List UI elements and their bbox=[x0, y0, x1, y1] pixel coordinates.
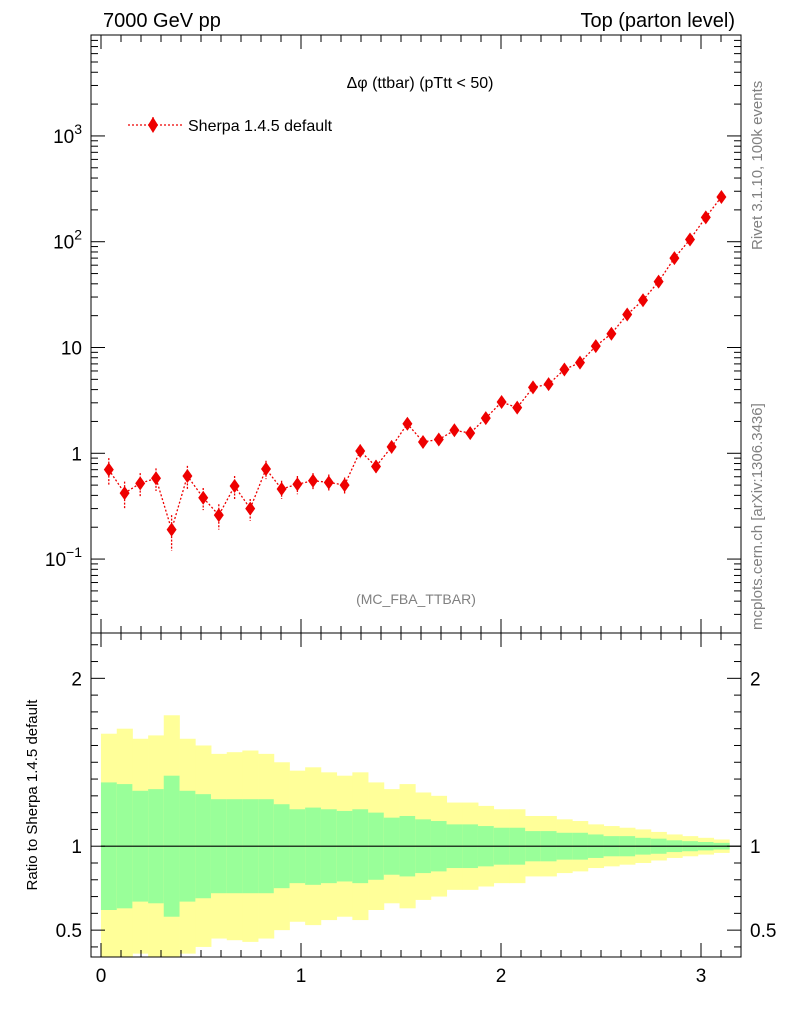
series-point bbox=[512, 400, 523, 415]
series-line bbox=[108, 196, 722, 532]
series-point bbox=[559, 362, 570, 377]
main-ytick-label: 10−1 bbox=[45, 544, 82, 571]
ratio-ytick-label-left: 2 bbox=[71, 669, 82, 690]
series-point bbox=[402, 416, 413, 431]
series-point bbox=[433, 432, 444, 447]
ratio-frame bbox=[90, 632, 742, 958]
legend-marker bbox=[148, 117, 158, 133]
rivet-label: Rivet 3.1.10, 100k events bbox=[749, 81, 766, 250]
ratio-ytick-label-right: 0.5 bbox=[750, 921, 776, 942]
series-point bbox=[465, 426, 476, 441]
series-point bbox=[119, 486, 130, 501]
series-point bbox=[229, 479, 240, 494]
series-point bbox=[213, 508, 224, 523]
series-point bbox=[261, 462, 271, 477]
series-point bbox=[669, 251, 680, 266]
series-point bbox=[622, 307, 633, 322]
series-point bbox=[590, 339, 601, 354]
legend-entry: Sherpa 1.4.5 default bbox=[188, 118, 333, 135]
series-point bbox=[528, 380, 538, 395]
series-point bbox=[685, 232, 695, 247]
ratio-bands-layer bbox=[100, 715, 741, 957]
series-point bbox=[355, 444, 366, 459]
series-point bbox=[198, 490, 209, 505]
series-point bbox=[323, 475, 334, 490]
series-point bbox=[575, 355, 585, 370]
main-ytick-label: 1 bbox=[71, 444, 82, 465]
ratio-ytick-label-right: 1 bbox=[750, 837, 761, 858]
main-series-layer bbox=[103, 189, 727, 551]
series-point bbox=[418, 434, 428, 449]
series-point bbox=[496, 395, 507, 410]
main-ytick-label: 103 bbox=[53, 121, 82, 148]
main-ytick-label: 10 bbox=[61, 339, 82, 360]
series-point bbox=[543, 377, 554, 392]
series-point bbox=[245, 501, 256, 516]
analysis-label: (MC_FBA_TTBAR) bbox=[356, 591, 476, 607]
series-point bbox=[386, 439, 397, 454]
series-point bbox=[700, 210, 711, 225]
ratio-xtick-label: 0 bbox=[96, 966, 107, 987]
header-right-label: Top (parton level) bbox=[580, 10, 735, 32]
series-point bbox=[276, 481, 287, 496]
ratio-xtick-label: 2 bbox=[496, 966, 507, 987]
series-point bbox=[308, 473, 318, 488]
ratio-xtick-label: 1 bbox=[296, 966, 307, 987]
series-point bbox=[135, 476, 146, 491]
series-point bbox=[480, 411, 491, 426]
series-point bbox=[371, 459, 381, 474]
series-point bbox=[182, 468, 193, 483]
header-left-label: 7000 GeV pp bbox=[103, 10, 221, 32]
ratio-ytick-label-left: 0.5 bbox=[56, 921, 82, 942]
series-point bbox=[638, 293, 648, 308]
ratio-panel: 0.5 0.5 1 1 2 2 0 1 2 3 Ratio to Sherpa 1.4.5 def… bbox=[24, 632, 776, 987]
ratio-ytick-label-right: 2 bbox=[750, 669, 761, 690]
series-point bbox=[292, 477, 303, 492]
ratio-axes-layer: 0.5 0.5 1 1 2 2 0 1 2 3 bbox=[56, 632, 776, 987]
legend: Sherpa 1.4.5 default bbox=[128, 117, 333, 135]
chart-title: Δφ (ttbar) (pTtt < 50) bbox=[347, 75, 494, 92]
series-point bbox=[151, 471, 161, 486]
series-point bbox=[103, 462, 114, 477]
series-point bbox=[449, 423, 460, 438]
main-panel: Δφ (ttbar) (pTtt < 50) 10−1 1 10 102 103 She… bbox=[45, 34, 742, 634]
series-point bbox=[166, 522, 177, 537]
series-point bbox=[606, 326, 617, 341]
series-point bbox=[716, 189, 727, 204]
mcplots-label: mcplots.cern.ch [arXiv:1306.3436] bbox=[749, 403, 766, 630]
ratio-ylabel: Ratio to Sherpa 1.4.5 default bbox=[24, 699, 41, 891]
main-ytick-label: 102 bbox=[53, 227, 82, 254]
ratio-ytick-label-left: 1 bbox=[71, 837, 82, 858]
series-point bbox=[339, 478, 350, 493]
series-point bbox=[653, 274, 664, 289]
ratio-xtick-label: 3 bbox=[696, 966, 707, 987]
